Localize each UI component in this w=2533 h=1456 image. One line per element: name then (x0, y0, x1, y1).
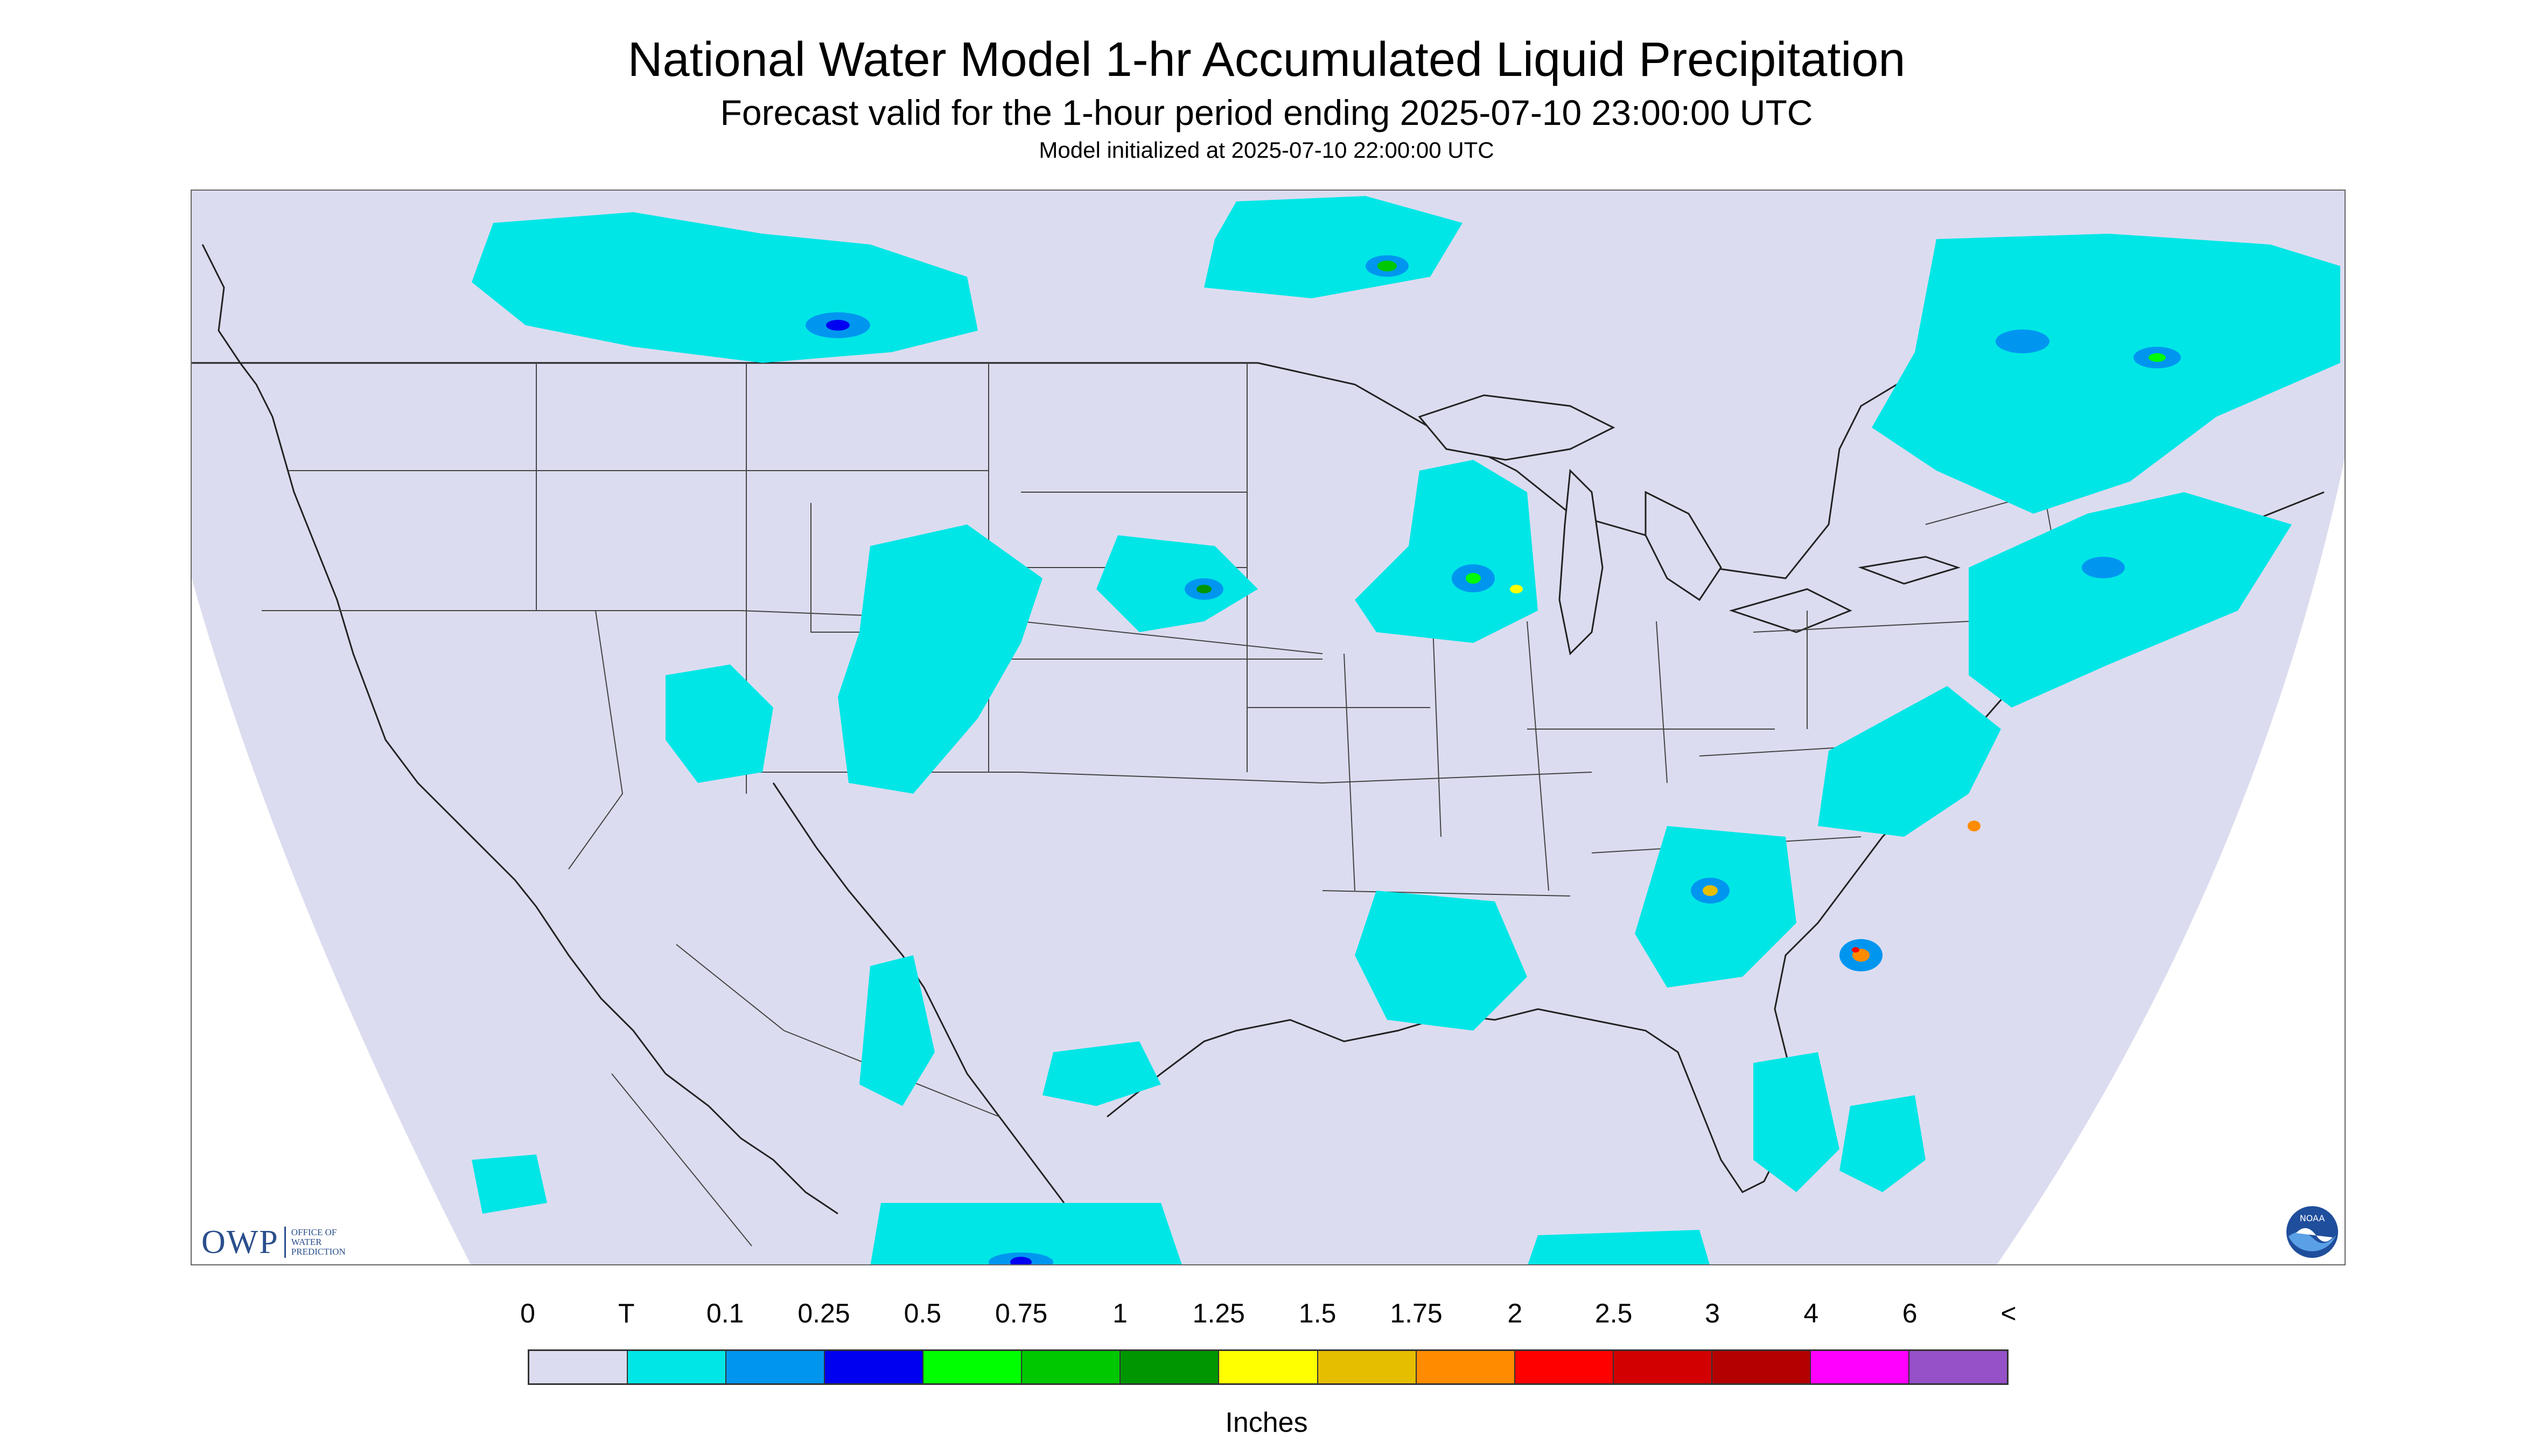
owp-logo: OWP OFFICE OF WATER PREDICTION (201, 1223, 367, 1261)
legend-label: 1.5 (1298, 1298, 1337, 1328)
legend-label: 0.5 (904, 1298, 942, 1328)
legend-swatch (1219, 1351, 1318, 1383)
great-lakes (1418, 394, 1961, 656)
legend-label: 2.5 (1594, 1298, 1633, 1328)
legend-swatch (1712, 1351, 1811, 1383)
legend-labels: 0 T 0.1 0.25 0.5 0.75 1 1.25 1.5 1.75 2 2.5 3 4 6 < (0, 1300, 2533, 1338)
legend-swatch (1022, 1351, 1121, 1383)
legend-swatch (923, 1351, 1023, 1383)
legend-label: 4 (1803, 1298, 1819, 1328)
precip-trace-areas (472, 196, 2340, 1264)
legend-label: 1.25 (1192, 1298, 1245, 1328)
legend-swatch (628, 1351, 727, 1383)
owp-logo-line1: OFFICE OF (291, 1227, 337, 1237)
legend-swatch (1810, 1351, 1909, 1383)
precip-0-1-areas (806, 255, 2181, 1264)
legend-label: 3 (1705, 1298, 1720, 1328)
legend-swatch (1121, 1351, 1220, 1383)
legend-swatch (1318, 1351, 1417, 1383)
model-init-subtitle: Model initialized at 2025-07-10 22:00:00… (1039, 137, 1494, 163)
owp-logo-line2: WATER (291, 1237, 322, 1247)
legend-label: 6 (1902, 1298, 1918, 1328)
legend-swatch (529, 1351, 628, 1383)
forecast-valid-subtitle: Forecast valid for the 1-hour period end… (720, 93, 1813, 132)
legend-label: 1 (1112, 1298, 1128, 1328)
model-domain (192, 191, 2345, 1264)
legend-label: 2 (1507, 1298, 1523, 1328)
map-canvas (192, 191, 2345, 1264)
owp-logo-text: OFFICE OF WATER PREDICTION (291, 1228, 367, 1257)
legend-label: T (618, 1298, 635, 1328)
precip-heavy-cores (826, 261, 2166, 1264)
legend-label: < (2000, 1298, 2017, 1328)
precipitation-map (191, 190, 2346, 1265)
legend-swatch (1416, 1351, 1515, 1383)
noaa-logo-text: NOAA (2300, 1213, 2325, 1223)
legend-label: 0 (520, 1298, 535, 1328)
noaa-logo: NOAA (2286, 1206, 2338, 1258)
legend-units: Inches (1225, 1407, 1308, 1438)
legend-swatch (1909, 1351, 2007, 1383)
legend-swatch (1515, 1351, 1614, 1383)
legend-label: 0.75 (995, 1298, 1048, 1328)
owp-logo-letters: OWP (201, 1223, 279, 1261)
owp-logo-divider (284, 1227, 286, 1258)
legend-label: 0.25 (797, 1298, 850, 1328)
legend-swatch (726, 1351, 825, 1383)
legend-swatch (825, 1351, 924, 1383)
map-title: National Water Model 1-hr Accumulated Li… (627, 33, 1906, 87)
legend-label: 1.75 (1390, 1298, 1443, 1328)
legend-colorbar (528, 1349, 2009, 1385)
owp-logo-line3: PREDICTION (291, 1247, 346, 1257)
legend-swatch (1613, 1351, 1712, 1383)
legend-label: 0.1 (706, 1298, 744, 1328)
